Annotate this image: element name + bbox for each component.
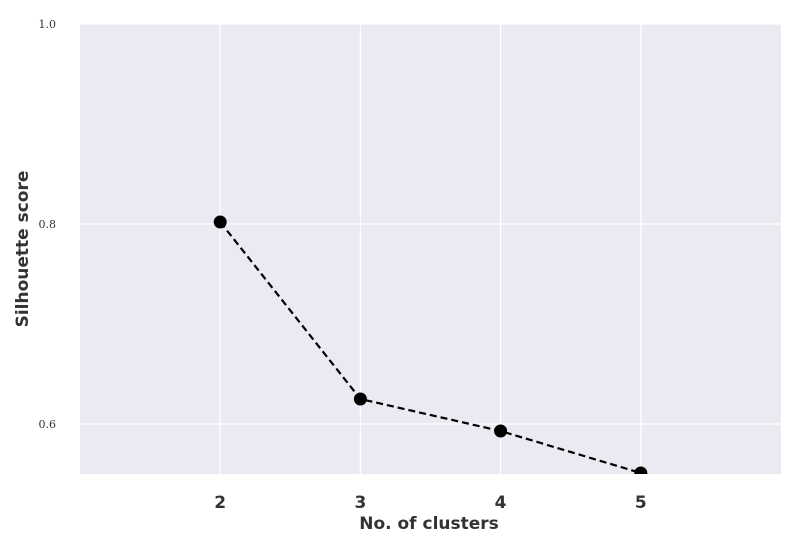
x-tick-label: 4 <box>495 493 507 513</box>
y-tick-label: 0.8 <box>39 218 57 231</box>
data-point <box>213 215 227 229</box>
x-tick-label: 5 <box>635 493 647 513</box>
series-line <box>219 221 642 474</box>
x-axis-label: No. of clusters <box>359 514 499 534</box>
x-tick-label: 2 <box>214 493 226 513</box>
y-tick-label: 0.6 <box>39 418 57 431</box>
y-tick-label: 1.0 <box>39 18 57 31</box>
data-point <box>494 424 508 438</box>
data-point <box>353 392 367 406</box>
y-axis-label: Silhouette score <box>13 171 33 328</box>
x-tick-label: 3 <box>354 493 366 513</box>
plot-area <box>80 24 781 474</box>
tick-labels: 2 3 4 5 0.6 0.8 1.0 <box>39 18 647 513</box>
grid-lines <box>80 23 781 474</box>
data-point <box>634 466 648 474</box>
series-layer <box>213 215 648 474</box>
